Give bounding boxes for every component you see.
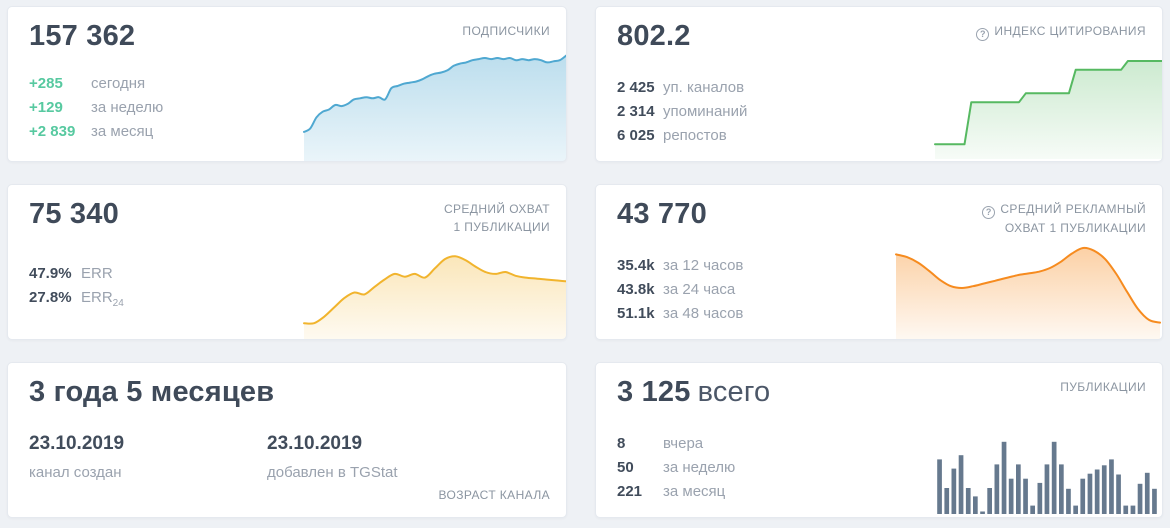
date-created-label: канал создан xyxy=(29,464,122,481)
stat-label: уп. каналов xyxy=(663,78,745,96)
avg-reach-stats: 47.9% ERR 27.8% ERR24 xyxy=(29,261,124,309)
citation-stats: 2 425 уп. каналов 2 314 упоминаний 6 025… xyxy=(617,75,747,147)
subscribers-card-title: ПОДПИСЧИКИ xyxy=(462,24,550,38)
stat-label: репостов xyxy=(663,126,727,144)
stat-row: 47.9% ERR xyxy=(29,261,124,285)
subscribers-stats: +285 сегодня +129 за неделю +2 839 за ме… xyxy=(29,71,163,143)
stat-row: 8 вчера xyxy=(617,431,735,455)
avg-reach-sparkline-chart xyxy=(303,246,566,339)
stat-row: 2 425 уп. каналов xyxy=(617,75,747,99)
avg-reach-title-line1: СРЕДНИЙ ОХВАТ xyxy=(443,202,550,216)
avg-reach-card: 75 340 СРЕДНИЙ ОХВАТ 1 ПУБЛИКАЦИИ 47.9% … xyxy=(7,184,567,340)
stat-value: +2 839 xyxy=(29,122,76,140)
channel-age-value: 3 года 5 месяцев xyxy=(29,376,275,408)
stat-value: 2 314 xyxy=(617,102,655,120)
stat-label: вчера xyxy=(663,434,704,452)
stat-label: за 24 часа xyxy=(663,280,736,298)
stat-value: 47.9% xyxy=(29,264,72,282)
publications-total-suffix: всего xyxy=(697,376,771,408)
citation-index-card: 802.2 ? ИНДЕКС ЦИТИРОВАНИЯ 2 425 уп. кана… xyxy=(595,6,1163,162)
date-added-label: добавлен в TGStat xyxy=(267,464,398,481)
date-created-col: 23.10.2019 канал создан xyxy=(29,433,267,481)
avg-ad-reach-title-text1: СРЕДНИЙ РЕКЛАМНЫЙ xyxy=(1000,202,1146,216)
stat-row: +129 за неделю xyxy=(29,95,163,119)
stat-value: 2 425 xyxy=(617,78,655,96)
stat-label: за месяц xyxy=(663,482,726,500)
stat-value: 51.1k xyxy=(617,304,655,322)
stat-label: за неделю xyxy=(91,98,164,116)
avg-ad-reach-sparkline-chart xyxy=(895,246,1161,339)
channel-dates: 23.10.2019 канал создан 23.10.2019 добав… xyxy=(29,433,505,481)
stat-label: за неделю xyxy=(663,458,736,476)
stat-label: за 48 часов xyxy=(663,304,744,322)
publications-stats: 8 вчера 50 за неделю 221 за месяц xyxy=(617,431,735,503)
stat-value: 221 xyxy=(617,482,643,500)
publications-card-title: ПУБЛИКАЦИИ xyxy=(1060,380,1146,394)
avg-reach-value: 75 340 xyxy=(29,198,119,230)
stat-row: 51.1k за 48 часов xyxy=(617,301,743,325)
avg-ad-reach-value: 43 770 xyxy=(617,198,707,230)
avg-reach-title-line2: 1 ПУБЛИКАЦИИ xyxy=(453,220,550,234)
stat-label: ERR xyxy=(81,264,113,282)
stat-row: 43.8k за 24 часа xyxy=(617,277,743,301)
publications-card: 3 125 всего ПУБЛИКАЦИИ 8 вчера 50 за неде… xyxy=(595,362,1163,518)
avg-ad-reach-title-line2: ОХВАТ 1 ПУБЛИКАЦИИ xyxy=(1004,221,1146,235)
stat-value: 50 xyxy=(617,458,634,476)
stat-label: за 12 часов xyxy=(663,256,744,274)
publications-total-value: 3 125 xyxy=(617,376,691,408)
channel-age-card-title: ВОЗРАСТ КАНАЛА xyxy=(438,488,550,502)
date-added-col: 23.10.2019 добавлен в TGStat xyxy=(267,433,505,481)
stat-row: 6 025 репостов xyxy=(617,123,747,147)
stat-value: 43.8k xyxy=(617,280,655,298)
avg-ad-reach-card: 43 770 ? СРЕДНИЙ РЕКЛАМНЫЙ ОХВАТ 1 ПУБЛИК… xyxy=(595,184,1163,340)
stat-value: 35.4k xyxy=(617,256,655,274)
citation-index-value: 802.2 xyxy=(617,20,691,52)
stat-value: +285 xyxy=(29,74,63,92)
stat-label: упоминаний xyxy=(663,102,748,120)
stat-row: 2 314 упоминаний xyxy=(617,99,747,123)
help-icon[interactable]: ? xyxy=(982,206,996,219)
stat-row: +285 сегодня xyxy=(29,71,163,95)
help-icon[interactable]: ? xyxy=(976,28,990,41)
avg-reach-card-title: СРЕДНИЙ ОХВАТ 1 ПУБЛИКАЦИИ xyxy=(444,200,550,236)
stat-row: 27.8% ERR24 xyxy=(29,285,124,309)
publications-total: 3 125 всего xyxy=(617,376,770,409)
citation-sparkline-chart xyxy=(934,60,1162,159)
citation-card-title-text: ИНДЕКС ЦИТИРОВАНИЯ xyxy=(994,24,1146,38)
stat-value: +129 xyxy=(29,98,63,116)
date-added-value: 23.10.2019 xyxy=(267,433,363,454)
date-created-value: 23.10.2019 xyxy=(29,433,125,454)
stat-value: 8 xyxy=(617,434,626,452)
subscribers-count: 157 362 xyxy=(29,20,136,52)
subscribers-sparkline-chart xyxy=(303,49,566,161)
stat-row: 35.4k за 12 часов xyxy=(617,253,743,277)
stat-label: сегодня xyxy=(91,74,146,92)
publications-bar-chart xyxy=(936,430,1158,514)
stat-label: за месяц xyxy=(91,122,154,140)
stat-label: ERR24 xyxy=(81,288,124,309)
stat-value: 27.8% xyxy=(29,288,72,306)
avg-ad-reach-title-line1: ? СРЕДНИЙ РЕКЛАМНЫЙ xyxy=(982,200,1146,219)
stat-row: 50 за неделю xyxy=(617,455,735,479)
stat-value: 6 025 xyxy=(617,126,655,144)
stat-row: +2 839 за месяц xyxy=(29,119,163,143)
stat-row: 221 за месяц xyxy=(617,479,735,503)
avg-ad-reach-card-title: ? СРЕДНИЙ РЕКЛАМНЫЙ ОХВАТ 1 ПУБЛИКАЦИИ xyxy=(982,200,1146,237)
channel-age-card: 3 года 5 месяцев 23.10.2019 канал создан… xyxy=(7,362,567,518)
subscribers-card: 157 362 ПОДПИСЧИКИ +285 сегодня +129 за … xyxy=(7,6,567,162)
err-subscript: 24 xyxy=(112,297,124,309)
citation-card-title: ? ИНДЕКС ЦИТИРОВАНИЯ xyxy=(976,22,1146,41)
avg-ad-reach-stats: 35.4k за 12 часов 43.8k за 24 часа 51.1k… xyxy=(617,253,743,325)
